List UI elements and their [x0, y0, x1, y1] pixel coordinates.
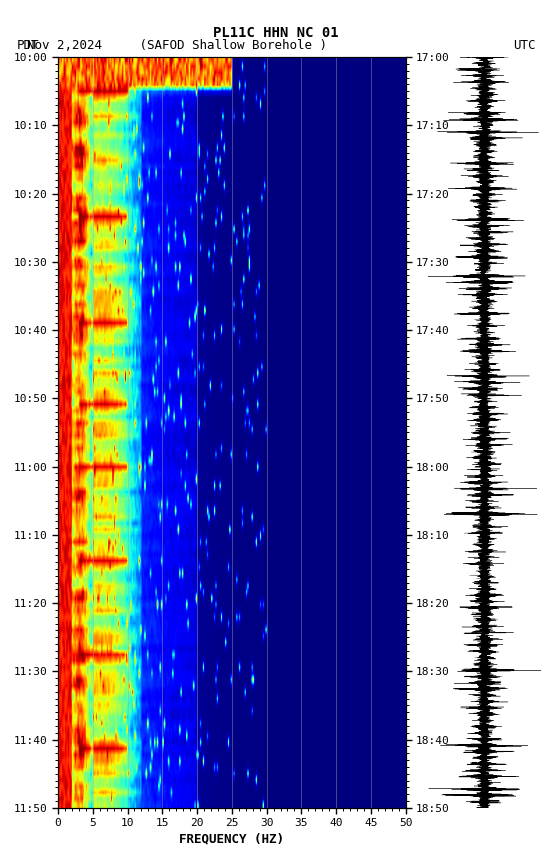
X-axis label: FREQUENCY (HZ): FREQUENCY (HZ) [179, 832, 284, 845]
Text: UTC: UTC [513, 39, 535, 52]
Text: Nov 2,2024     (SAFOD Shallow Borehole ): Nov 2,2024 (SAFOD Shallow Borehole ) [26, 39, 327, 52]
Text: PL11C HHN NC 01: PL11C HHN NC 01 [213, 26, 339, 40]
Text: PDT: PDT [17, 39, 39, 52]
